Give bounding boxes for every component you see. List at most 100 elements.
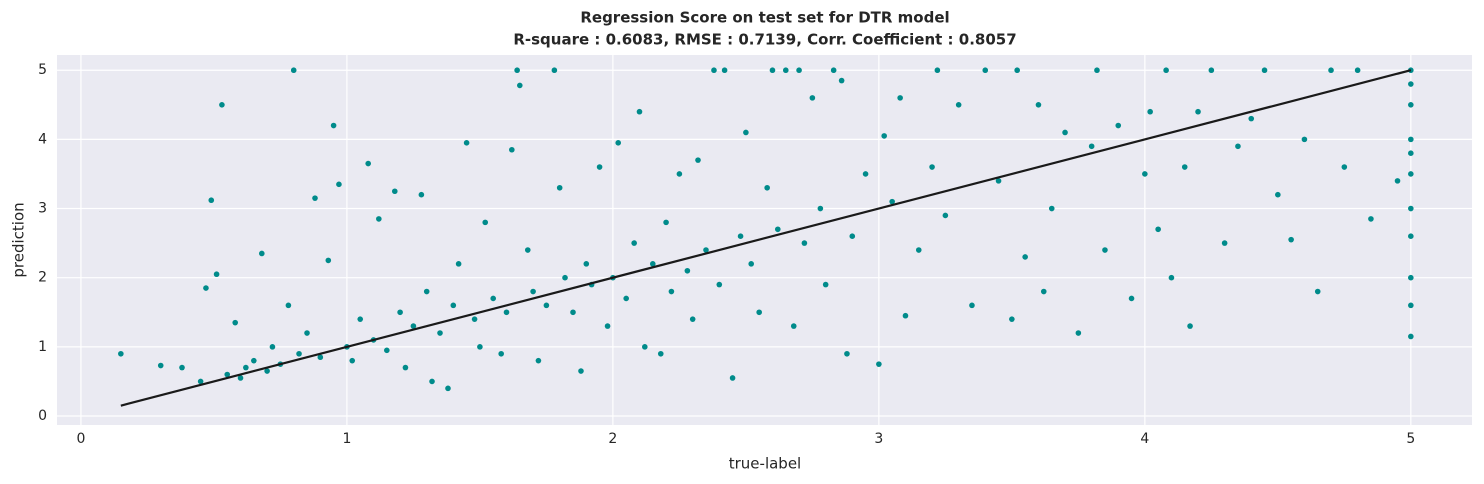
point: [915, 247, 922, 253]
point: [1408, 205, 1414, 212]
point: [330, 122, 337, 129]
point: [1301, 136, 1308, 143]
point: [285, 302, 292, 309]
point: [1163, 67, 1169, 74]
point: [498, 350, 504, 357]
point: [796, 67, 802, 74]
point: [657, 350, 664, 357]
point: [543, 302, 550, 309]
point: [929, 164, 935, 170]
point: [889, 198, 895, 205]
chart-subtitle: R-square : 0.6083, RMSE : 0.7139, Corr. …: [513, 31, 1016, 49]
y-axis-label: prediction: [10, 202, 28, 277]
point: [237, 375, 244, 381]
point: [703, 247, 709, 253]
point: [1261, 67, 1268, 74]
point: [157, 362, 164, 369]
point: [684, 267, 691, 274]
point: [224, 371, 231, 378]
point: [482, 219, 489, 226]
point: [490, 295, 497, 302]
point: [642, 344, 648, 350]
point: [1035, 101, 1042, 108]
point: [450, 302, 457, 309]
point: [232, 319, 239, 326]
point: [995, 178, 1002, 184]
point: [676, 171, 683, 177]
point: [743, 129, 749, 136]
point: [317, 354, 324, 361]
point: [477, 344, 483, 350]
point: [1155, 226, 1161, 233]
point: [897, 95, 903, 101]
point: [551, 67, 558, 74]
point: [1221, 240, 1228, 246]
point: [514, 67, 520, 74]
point: [357, 316, 364, 322]
point: [219, 101, 225, 108]
point: [689, 316, 696, 322]
point: [934, 67, 941, 74]
point: [615, 140, 622, 146]
point: [1408, 302, 1414, 309]
point: [118, 350, 124, 357]
point: [530, 288, 536, 295]
x-tick-label: 3: [874, 431, 883, 447]
point: [1040, 288, 1047, 295]
point: [1009, 316, 1015, 322]
point: [578, 368, 584, 374]
point: [197, 378, 204, 385]
y-tick-label: 3: [38, 201, 47, 217]
point: [1208, 67, 1215, 74]
point: [801, 240, 808, 246]
point: [1094, 67, 1100, 74]
point: [1368, 216, 1374, 222]
point: [1075, 330, 1082, 336]
point: [423, 288, 430, 295]
x-tick-label: 2: [608, 431, 617, 447]
point: [1115, 122, 1122, 129]
point: [402, 364, 409, 371]
point: [264, 368, 270, 374]
point: [1408, 233, 1414, 239]
point: [1408, 150, 1414, 157]
point: [809, 95, 816, 101]
point: [596, 164, 603, 170]
point: [636, 108, 643, 115]
point: [649, 261, 656, 267]
point: [1181, 164, 1188, 170]
point: [1147, 108, 1153, 115]
point: [259, 250, 265, 257]
point: [1408, 101, 1414, 108]
point: [1408, 81, 1414, 87]
point: [756, 309, 762, 316]
point: [583, 261, 590, 267]
point: [336, 181, 342, 188]
point: [517, 82, 523, 89]
point: [1187, 323, 1193, 329]
point: [1022, 254, 1028, 260]
point: [1314, 288, 1321, 295]
point: [830, 67, 837, 74]
point: [208, 197, 215, 204]
point: [1248, 115, 1255, 122]
point: [243, 364, 249, 371]
point: [1275, 191, 1281, 198]
point: [509, 146, 515, 153]
point: [1102, 247, 1108, 253]
point: [844, 350, 850, 357]
point: [562, 274, 568, 281]
point: [862, 171, 869, 177]
x-tick-label: 4: [1140, 431, 1149, 447]
point: [524, 247, 531, 253]
point: [269, 344, 276, 350]
point: [769, 67, 776, 74]
point: [774, 226, 781, 233]
x-tick-label: 5: [1406, 431, 1415, 447]
point: [410, 323, 417, 329]
point: [445, 385, 451, 392]
point: [790, 323, 797, 329]
point: [376, 216, 382, 222]
point: [429, 378, 435, 385]
